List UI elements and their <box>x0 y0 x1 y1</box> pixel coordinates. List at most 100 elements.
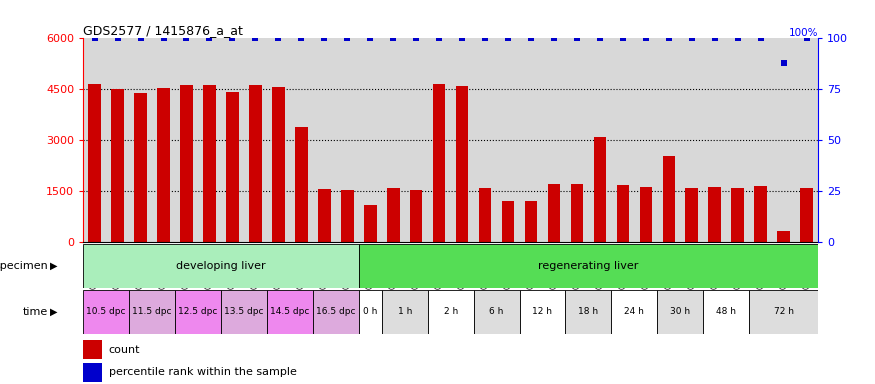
Text: ▶: ▶ <box>50 261 58 271</box>
Point <box>685 35 699 41</box>
Text: 12 h: 12 h <box>533 308 552 316</box>
Text: 0 h: 0 h <box>363 308 377 316</box>
Point <box>88 35 102 41</box>
Bar <box>749 290 818 334</box>
Bar <box>313 290 359 334</box>
Bar <box>501 201 514 242</box>
Point <box>271 35 285 41</box>
Bar <box>249 85 262 242</box>
Bar <box>657 290 704 334</box>
Text: 6 h: 6 h <box>489 308 504 316</box>
Point <box>179 35 193 41</box>
Bar <box>175 290 220 334</box>
Bar <box>525 200 537 242</box>
Text: 18 h: 18 h <box>578 308 598 316</box>
Bar <box>428 290 473 334</box>
Text: regenerating liver: regenerating liver <box>538 261 639 271</box>
Point <box>202 35 216 41</box>
Bar <box>617 185 629 242</box>
Text: 1 h: 1 h <box>397 308 412 316</box>
Text: 24 h: 24 h <box>625 308 644 316</box>
Bar <box>220 290 267 334</box>
Point <box>593 35 607 41</box>
Bar <box>359 244 818 288</box>
Bar <box>732 188 744 242</box>
Bar <box>295 127 308 242</box>
Text: 100%: 100% <box>788 28 818 38</box>
Bar <box>410 190 423 242</box>
Bar <box>456 86 468 242</box>
Bar <box>520 290 565 334</box>
Point <box>294 35 308 41</box>
Point <box>318 35 332 41</box>
Text: 10.5 dpc: 10.5 dpc <box>87 308 126 316</box>
Text: ▶: ▶ <box>50 307 58 317</box>
Bar <box>318 189 331 242</box>
Point <box>410 35 423 41</box>
Bar <box>88 84 101 242</box>
Text: 72 h: 72 h <box>774 308 794 316</box>
Point <box>134 35 148 41</box>
Point <box>110 35 124 41</box>
Bar <box>203 85 216 242</box>
Text: developing liver: developing liver <box>176 261 266 271</box>
Text: 11.5 dpc: 11.5 dpc <box>132 308 172 316</box>
Bar <box>83 244 359 288</box>
Point <box>340 35 354 41</box>
Text: specimen: specimen <box>0 261 48 271</box>
Bar <box>473 290 520 334</box>
Text: GDS2577 / 1415876_a_at: GDS2577 / 1415876_a_at <box>83 24 243 37</box>
Point <box>777 60 791 66</box>
Bar <box>548 184 560 242</box>
Bar <box>226 92 239 242</box>
Bar <box>433 84 445 242</box>
Bar <box>83 362 102 382</box>
Bar <box>801 188 813 242</box>
Text: count: count <box>108 344 140 354</box>
Point <box>662 35 676 41</box>
Text: 48 h: 48 h <box>717 308 736 316</box>
Text: 14.5 dpc: 14.5 dpc <box>270 308 310 316</box>
Point <box>731 35 745 41</box>
Bar <box>709 187 721 242</box>
Bar <box>341 190 354 242</box>
Point <box>478 35 492 41</box>
Bar <box>593 137 606 242</box>
Point <box>524 35 538 41</box>
Point <box>157 35 171 41</box>
Bar <box>134 93 147 242</box>
Point <box>386 35 400 41</box>
Text: 12.5 dpc: 12.5 dpc <box>178 308 218 316</box>
Bar <box>754 186 767 242</box>
Bar <box>158 88 170 242</box>
Point <box>226 35 240 41</box>
Bar <box>267 290 313 334</box>
Bar <box>83 290 130 334</box>
Bar <box>640 187 652 242</box>
Bar <box>364 205 376 242</box>
Bar <box>382 290 428 334</box>
Point <box>547 35 561 41</box>
Bar <box>130 290 175 334</box>
Bar <box>83 340 102 359</box>
Point <box>455 35 469 41</box>
Bar <box>662 156 676 242</box>
Point <box>363 35 377 41</box>
Text: 16.5 dpc: 16.5 dpc <box>316 308 355 316</box>
Point <box>501 35 515 41</box>
Bar <box>272 87 284 242</box>
Point <box>639 35 653 41</box>
Point <box>800 35 814 41</box>
Bar <box>777 232 790 242</box>
Bar <box>565 290 612 334</box>
Text: percentile rank within the sample: percentile rank within the sample <box>108 367 297 377</box>
Point <box>570 35 584 41</box>
Bar <box>612 290 657 334</box>
Point <box>753 35 767 41</box>
Text: time: time <box>23 307 48 317</box>
Bar <box>704 290 749 334</box>
Bar <box>685 188 698 242</box>
Text: 2 h: 2 h <box>444 308 458 316</box>
Point <box>248 35 262 41</box>
Bar <box>479 188 492 242</box>
